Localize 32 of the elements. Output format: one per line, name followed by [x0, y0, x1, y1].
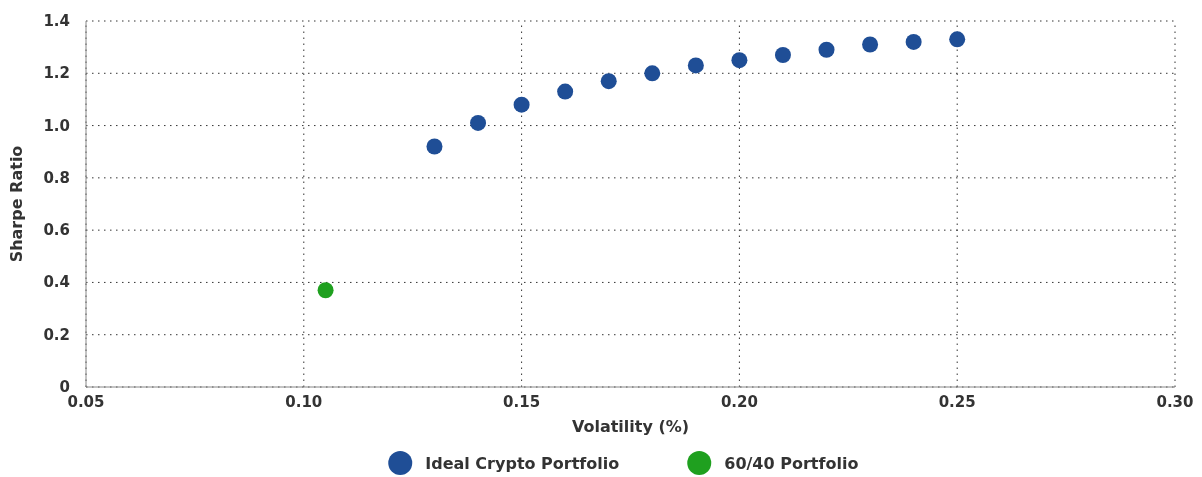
- point: [513, 96, 530, 113]
- x-tick-label: 0.20: [720, 393, 758, 411]
- x-tick-label: 0.15: [503, 393, 541, 411]
- x-tick-label: 0.05: [67, 393, 105, 411]
- legend-label: Ideal Crypto Portfolio: [425, 454, 620, 473]
- y-tick-label: 1.2: [43, 64, 70, 83]
- point: [818, 41, 835, 58]
- point: [426, 138, 443, 155]
- y-tick-label: 0: [59, 378, 70, 396]
- y-tick-label: 0.2: [43, 325, 70, 344]
- x-tick-label: 0.10: [285, 393, 323, 411]
- point: [470, 114, 487, 131]
- y-tick-label: 0.8: [43, 168, 70, 187]
- point: [600, 73, 617, 90]
- point: [862, 36, 879, 53]
- y-tick-label: 1.0: [43, 116, 70, 135]
- point: [317, 282, 334, 299]
- point: [731, 52, 748, 69]
- point: [644, 65, 661, 82]
- y-tick-label: 0.4: [43, 273, 70, 292]
- legend-label: 60/40 Portfolio: [724, 454, 859, 473]
- point: [905, 33, 922, 50]
- y-axis-title: Sharpe Ratio: [7, 145, 26, 263]
- point: [687, 57, 704, 74]
- point: [774, 46, 791, 63]
- x-tick-label: 0.25: [938, 393, 976, 411]
- y-tick-label: 0.6: [43, 221, 70, 240]
- point: [557, 83, 574, 100]
- point: [949, 31, 966, 48]
- x-axis-title: Volatility (%): [571, 417, 690, 436]
- x-tick-label: 0.30: [1156, 393, 1194, 411]
- y-tick-label: 1.4: [43, 12, 70, 30]
